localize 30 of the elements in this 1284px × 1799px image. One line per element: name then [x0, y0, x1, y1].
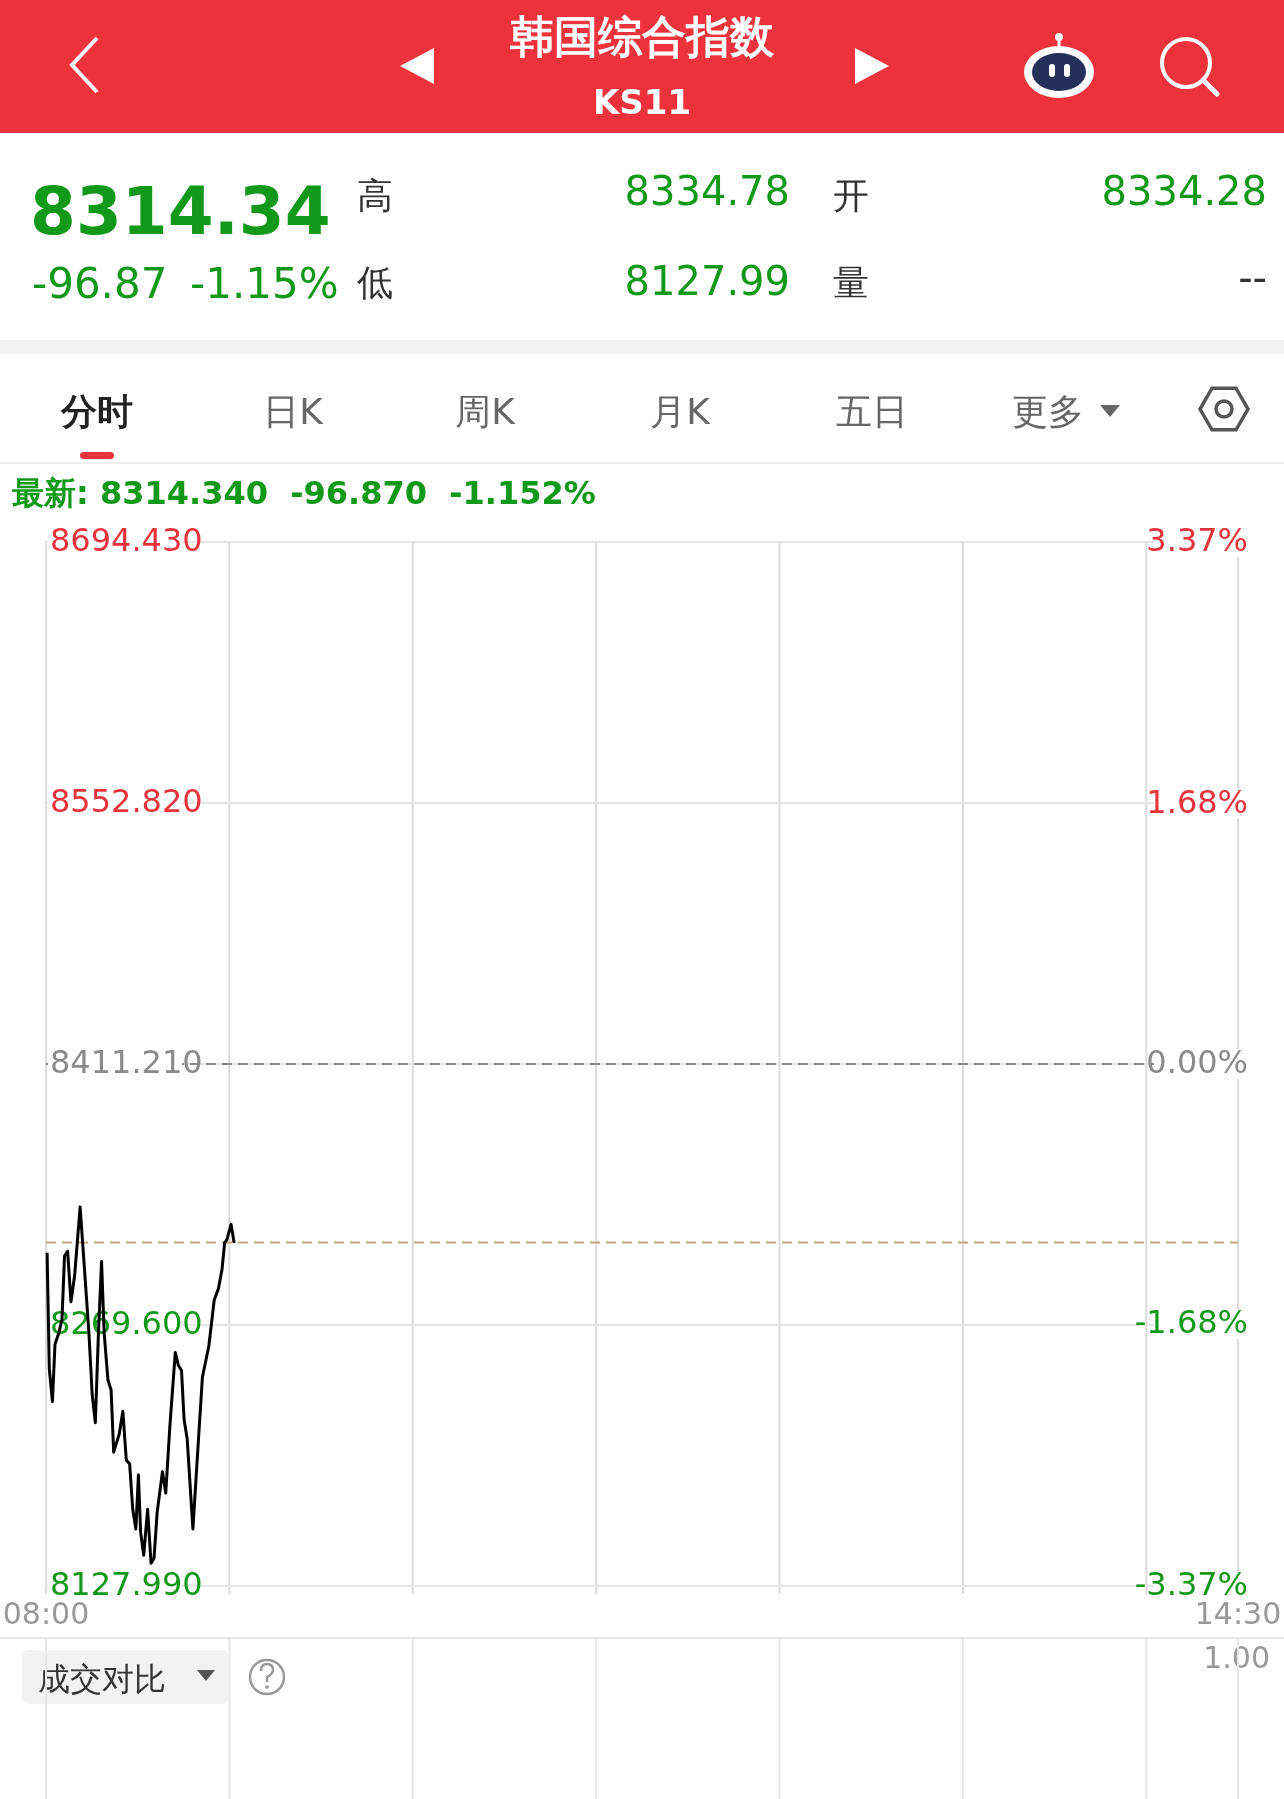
text: 低: [357, 262, 393, 303]
text: 分时: [60, 391, 133, 432]
y2-tick-label: 1.68%: [1146, 782, 1248, 821]
text: 日K: [263, 391, 325, 432]
text: 开: [833, 175, 869, 216]
text: -1.15%: [190, 259, 339, 308]
line-series: [45, 1205, 236, 1565]
text: 周K: [455, 391, 517, 432]
text: 五日: [836, 391, 908, 432]
y-tick-label: 8552.820: [50, 782, 203, 820]
text: 8334.28: [1101, 168, 1267, 214]
text: -96.87: [32, 259, 168, 308]
text: 8334.78: [624, 168, 790, 214]
text: 月K: [650, 391, 712, 432]
text: 量: [833, 262, 869, 303]
y-tick-label: 8411.210: [50, 1043, 203, 1081]
y2-tick-label: -1.68%: [1134, 1303, 1248, 1342]
y-tick-label: 8694.430: [50, 521, 203, 559]
text: 高: [357, 175, 393, 216]
y2-tick-label: 3.37%: [1146, 521, 1248, 559]
text: 8127.99: [624, 258, 790, 304]
y2-tick-label: 0.00%: [1146, 1043, 1248, 1081]
chart-subtitle: KS11: [592, 82, 692, 122]
text: 1.00: [1203, 1640, 1270, 1675]
text: 最新: 8314.340 -96.870 -1.152%: [12, 474, 596, 512]
text: 更多: [1012, 391, 1084, 432]
text: 8314.34: [30, 173, 331, 250]
text: 成交对比: [38, 1660, 166, 1698]
chart-title: 韩国综合指数: [510, 11, 775, 62]
text: --: [1238, 255, 1267, 301]
